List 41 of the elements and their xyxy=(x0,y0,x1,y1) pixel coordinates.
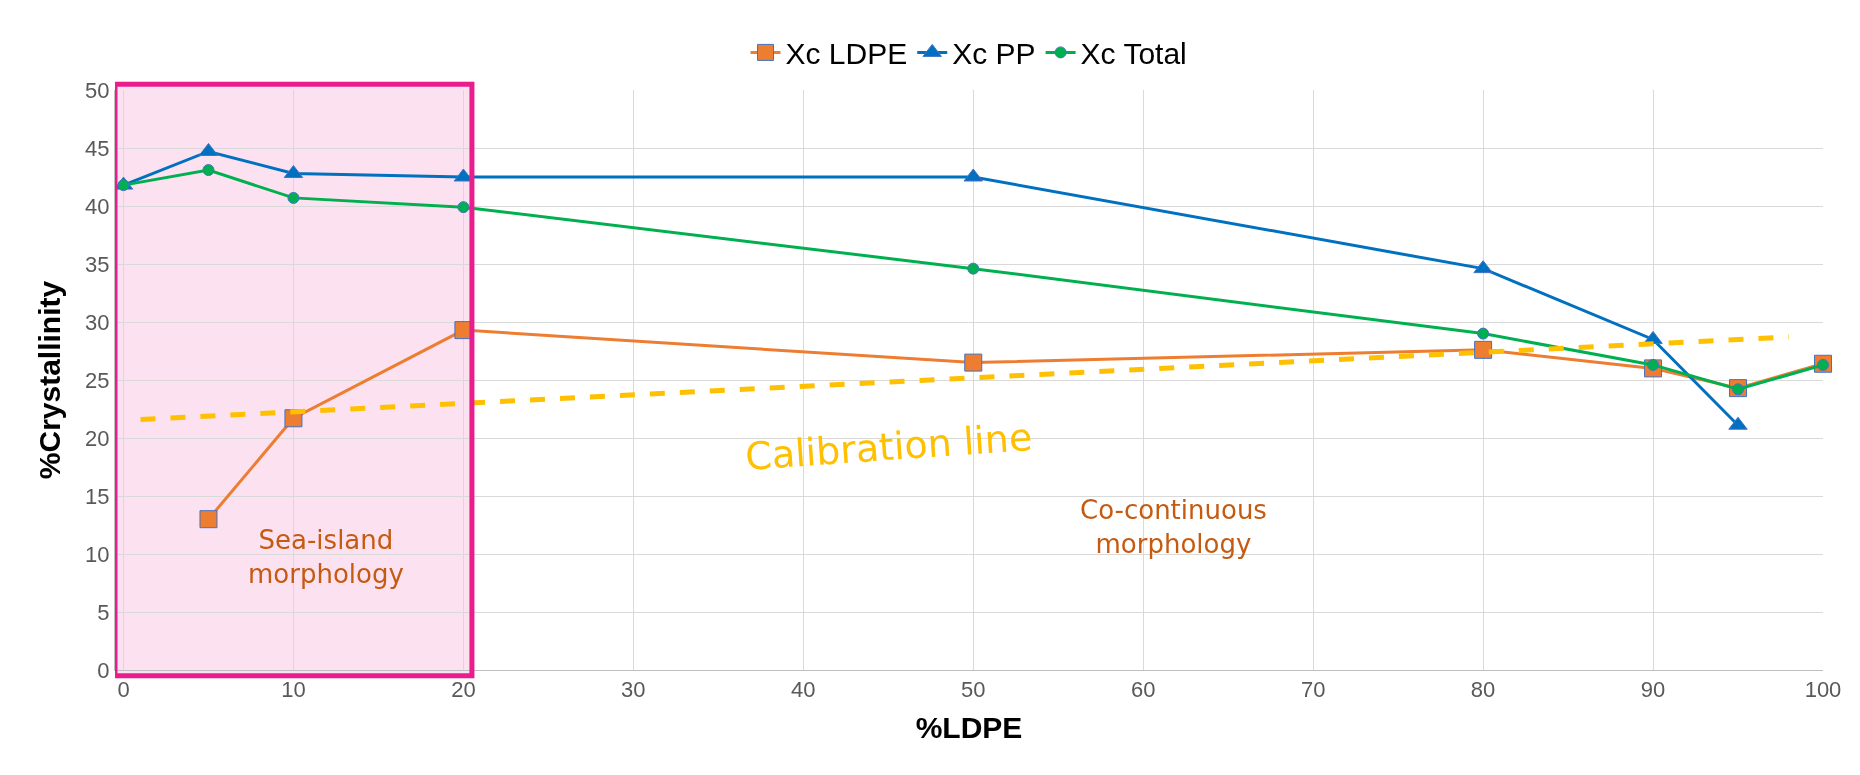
x-axis-title: %LDPE xyxy=(915,710,1023,744)
y-tick-label: 40 xyxy=(85,193,110,219)
x-tick-label: 70 xyxy=(1300,677,1326,703)
x-tick-label: 60 xyxy=(1130,677,1156,703)
x-tick-label: 40 xyxy=(791,677,816,703)
y-tick-label: 20 xyxy=(85,425,110,451)
point xyxy=(202,164,215,177)
series-label: Calibration line xyxy=(743,415,1034,479)
legend-label: Xc LDPE xyxy=(785,37,908,71)
y-tick-label: 15 xyxy=(85,483,110,509)
y-tick-label: 50 xyxy=(85,77,110,103)
legend-label: Xc Total xyxy=(1080,37,1187,71)
point xyxy=(287,191,300,204)
x-tick-label: 90 xyxy=(1640,677,1666,703)
x-tick-label: 0 xyxy=(117,677,130,703)
x-tick-label: 50 xyxy=(961,677,986,703)
annotation: Co-continuous morphology xyxy=(1080,495,1267,559)
y-tick-label: 45 xyxy=(85,135,110,161)
point xyxy=(964,353,983,372)
point xyxy=(117,179,130,192)
point xyxy=(1477,327,1490,340)
point xyxy=(967,262,980,275)
y-tick-label: 5 xyxy=(97,599,110,625)
point xyxy=(199,510,218,529)
legend-label: Xc PP xyxy=(952,37,1036,71)
point xyxy=(963,168,983,182)
x-tick-label: 30 xyxy=(621,677,646,703)
y-tick-label: 35 xyxy=(85,251,110,277)
y-tick-label: 0 xyxy=(97,657,110,683)
x-tick-label: 10 xyxy=(281,677,306,703)
point xyxy=(1473,260,1493,274)
point xyxy=(1474,340,1493,359)
y-axis-title: %Crystallinity xyxy=(33,280,67,480)
y-tick-label: 10 xyxy=(85,541,110,567)
y-tick-label: 30 xyxy=(85,309,110,335)
x-tick-label: 100 xyxy=(1804,677,1842,703)
x-tick-label: 80 xyxy=(1470,677,1496,703)
annotation: Sea-island morphology xyxy=(248,525,404,589)
y-tick-label: 25 xyxy=(85,367,110,393)
x-tick-label: 20 xyxy=(451,677,476,703)
point xyxy=(457,201,470,214)
